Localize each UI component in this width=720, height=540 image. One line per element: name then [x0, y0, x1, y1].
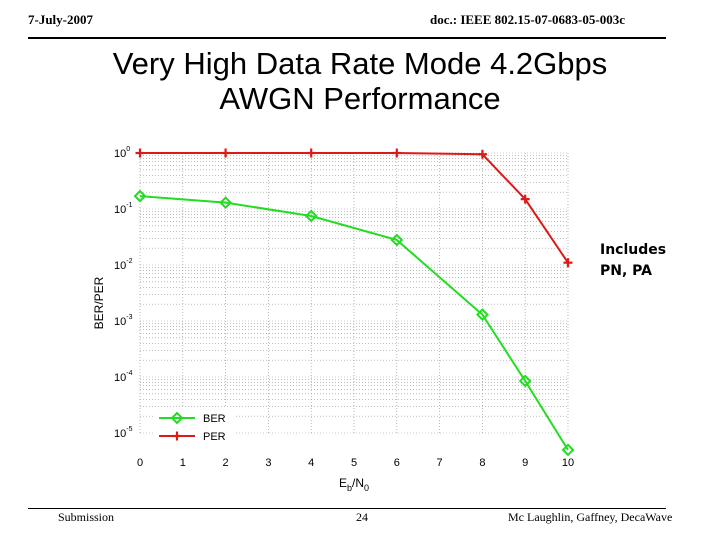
point-ber-4	[475, 308, 489, 322]
legend-marker-ber	[170, 411, 184, 425]
y-tick-label-4: 10-4	[114, 370, 133, 384]
point-per-4	[477, 149, 487, 159]
x-tick-label-7: 7	[437, 457, 443, 469]
x-tick-label-1: 1	[180, 457, 186, 469]
legend-box	[155, 408, 235, 448]
x-tick-label-9: 9	[522, 457, 528, 469]
footer-rule	[28, 508, 666, 509]
slide-title-line-1: Very High Data Rate Mode 4.2Gbps	[112, 46, 608, 81]
y-tick-label-5: 10-5	[114, 426, 133, 440]
header-doc-id: doc.: IEEE 802.15-07-0683-05-003c	[430, 12, 625, 27]
point-ber-6	[561, 443, 575, 457]
point-per-5	[520, 194, 530, 204]
header-rule	[28, 37, 666, 39]
x-tick-label-4: 4	[308, 457, 314, 469]
header-date: 7-July-2007	[28, 12, 93, 27]
point-ber-3	[390, 233, 404, 247]
series-line-ber	[139, 195, 569, 451]
footer-submission: Submission	[58, 510, 115, 524]
point-per-0	[135, 148, 145, 158]
slide-title-line-2: AWGN Performance	[219, 81, 501, 116]
x-tick-label-5: 5	[351, 457, 357, 469]
y-tick-label-3: 10-3	[114, 314, 133, 328]
x-tick-label-6: 6	[394, 457, 400, 469]
point-ber-5	[518, 374, 532, 388]
y-axis-label: BER/PER	[92, 276, 106, 329]
footer-authors: Mc Laughlin, Gaffney, DecaWave	[508, 510, 673, 524]
chart-annotation-line-1: Includes	[600, 242, 667, 258]
chart-annotation-line-2: PN, PA	[600, 263, 652, 279]
legend-label-ber: BER	[203, 413, 226, 425]
point-per-2	[306, 148, 316, 158]
point-per-6	[563, 258, 573, 268]
slide-title: Very High Data Rate Mode 4.2Gbps AWGN Pe…	[40, 46, 680, 116]
footer-page-number: 24	[356, 510, 368, 524]
chart-legend: BER PER	[155, 408, 235, 448]
legend-marker-per	[172, 431, 182, 441]
point-per-3	[392, 148, 402, 158]
chart-annotation: Includes PN, PA	[600, 240, 666, 282]
y-tick-label-2: 10-2	[114, 258, 133, 272]
x-tick-label-8: 8	[479, 457, 485, 469]
x-tick-label-2: 2	[223, 457, 229, 469]
x-tick-label-3: 3	[265, 457, 271, 469]
point-ber-2	[304, 209, 318, 223]
point-per-1	[221, 148, 231, 158]
chart-grid	[139, 152, 569, 434]
chart-series	[133, 148, 575, 457]
y-tick-label-0: 100	[114, 146, 130, 160]
point-ber-0	[133, 189, 147, 203]
legend-label-per: PER	[203, 431, 226, 443]
x-tick-label-0: 0	[137, 457, 143, 469]
y-tick-label-1: 10-1	[114, 202, 133, 216]
x-axis-label: Eb/N0	[339, 476, 369, 493]
x-tick-label-10: 10	[562, 457, 574, 469]
point-ber-1	[219, 196, 233, 210]
